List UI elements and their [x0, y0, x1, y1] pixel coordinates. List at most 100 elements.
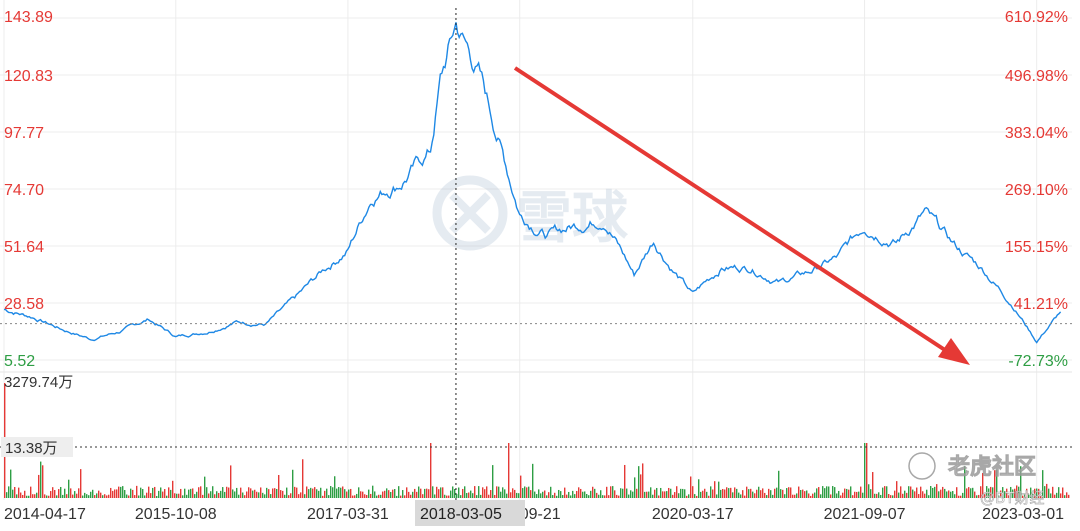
volume-bar [706, 491, 708, 498]
volume-bar [796, 493, 798, 498]
volume-bar [786, 488, 788, 498]
volume-bar [128, 495, 130, 498]
volume-bar [1042, 470, 1044, 498]
volume-bar [186, 494, 188, 498]
volume-bar [952, 491, 954, 498]
volume-bar [622, 488, 624, 498]
volume-bar [624, 464, 626, 498]
volume-bar [268, 489, 270, 498]
volume-bar [170, 489, 172, 498]
volume-bar [662, 491, 664, 498]
volume-bar [602, 495, 604, 498]
volume-bar [188, 489, 190, 498]
volume-bar [98, 490, 100, 498]
volume-bar [828, 486, 830, 498]
left-axis-tick-label: 28.58 [4, 296, 44, 313]
volume-bar [730, 487, 732, 498]
volume-bar [52, 487, 54, 498]
volume-bar [484, 489, 486, 498]
volume-bar [998, 495, 1000, 498]
volume-bar [738, 492, 740, 498]
volume-bar [100, 492, 102, 498]
volume-bar [886, 486, 888, 498]
volume-bar [1048, 488, 1050, 498]
volume-bar [994, 470, 996, 498]
volume-bar [422, 494, 424, 498]
volume-bar [680, 488, 682, 498]
volume-bar [834, 487, 836, 498]
volume-bar [868, 484, 870, 498]
volume-bar [598, 494, 600, 498]
volume-bar [144, 495, 146, 498]
volume-bar [866, 443, 868, 498]
volume-bar [192, 488, 194, 498]
volume-bar [464, 486, 466, 498]
volume-bar [266, 487, 268, 498]
volume-bar [236, 487, 238, 498]
volume-bar [618, 495, 620, 498]
volume-bar [746, 486, 748, 498]
volume-bar [280, 490, 282, 498]
volume-bar [852, 495, 854, 498]
volume-bar [1000, 490, 1002, 498]
volume-bar [336, 488, 338, 498]
volume-bar [294, 486, 296, 498]
volume-bar [770, 490, 772, 498]
x-axis-tick-label: 2017-03-31 [307, 506, 389, 523]
volume-bar [84, 492, 86, 498]
volume-bar [396, 495, 398, 498]
volume-max-label: 3279.74万 [4, 374, 73, 391]
volume-bar [350, 488, 352, 498]
volume-bar [166, 495, 168, 498]
volume-bar [392, 489, 394, 498]
volume-bar [168, 487, 170, 498]
volume-bar [590, 490, 592, 498]
volume-bar [162, 491, 164, 498]
volume-bar [850, 486, 852, 498]
volume-bar [704, 488, 706, 498]
volume-bar [916, 487, 918, 498]
volume-bar [238, 494, 240, 498]
volume-bar [536, 494, 538, 498]
left-axis-ticks: 143.89 120.83 97.77 74.70 51.64 28.58 5.52 [4, 9, 53, 370]
volume-bar [672, 494, 674, 498]
volume-bar [1052, 486, 1054, 498]
x-axis-tick-label: 2021-09-07 [824, 506, 906, 523]
x-axis-tick-label: 2020-03-17 [652, 506, 734, 523]
volume-bar [316, 489, 318, 498]
volume-bar [638, 466, 640, 498]
volume-bar [1054, 494, 1056, 498]
volume-bar [700, 491, 702, 498]
volume-bar [922, 491, 924, 498]
volume-bar [30, 486, 32, 498]
volume-bar [296, 487, 298, 498]
volume-bar [282, 490, 284, 498]
volume-bar [58, 489, 60, 498]
volume-bar [538, 489, 540, 498]
volume-bar [362, 491, 364, 498]
volume-bar [208, 493, 210, 498]
volume-bar [386, 488, 388, 498]
volume-bar [630, 490, 632, 498]
volume-bar [204, 476, 206, 498]
volume-bar [92, 489, 94, 498]
volume-bar [1008, 495, 1010, 498]
volume-bar [578, 487, 580, 498]
volume-bar [720, 489, 722, 498]
volume-bar [348, 489, 350, 498]
volume-bar [532, 463, 534, 498]
volume-bar [528, 486, 530, 498]
volume-bar [178, 493, 180, 498]
volume-bar [10, 469, 12, 498]
volume-bar [46, 495, 48, 498]
volume-bar [632, 491, 634, 498]
volume-bar [210, 491, 212, 498]
volume-bar [516, 492, 518, 498]
volume-bar [718, 481, 720, 498]
volume-bar [66, 494, 68, 498]
volume-bar [380, 494, 382, 498]
volume-bar [708, 495, 710, 498]
volume-bar [840, 495, 842, 498]
volume-bar [494, 494, 496, 498]
volume-bar [246, 491, 248, 498]
